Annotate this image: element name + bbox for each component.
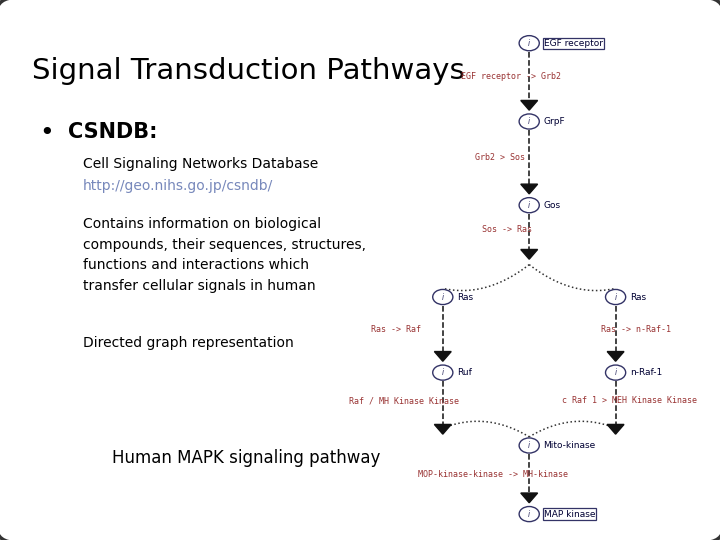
Text: Ruf: Ruf: [457, 368, 472, 377]
Text: Raf / MH Kinase Kinase: Raf / MH Kinase Kinase: [349, 396, 459, 406]
Text: GrpF: GrpF: [544, 117, 565, 126]
Text: i: i: [615, 368, 616, 377]
Polygon shape: [434, 424, 451, 434]
Text: Human MAPK signaling pathway: Human MAPK signaling pathway: [112, 449, 380, 467]
Polygon shape: [521, 249, 538, 259]
Text: i: i: [528, 441, 530, 450]
Text: i: i: [615, 293, 616, 301]
Text: Ras: Ras: [630, 293, 646, 301]
Text: Gos: Gos: [544, 201, 561, 210]
Circle shape: [519, 36, 539, 51]
Polygon shape: [521, 184, 538, 194]
Text: Contains information on biological
compounds, their sequences, structures,
funct: Contains information on biological compo…: [83, 217, 366, 293]
Text: http://geo.nihs.go.jp/csndb/: http://geo.nihs.go.jp/csndb/: [83, 179, 273, 193]
Text: Grb2 > Sos: Grb2 > Sos: [475, 153, 525, 163]
Text: Cell Signaling Networks Database: Cell Signaling Networks Database: [83, 157, 318, 171]
Text: MAP kinase: MAP kinase: [544, 510, 595, 518]
Text: EGF receptor: EGF receptor: [544, 39, 603, 48]
Circle shape: [606, 365, 626, 380]
Text: i: i: [528, 201, 530, 210]
Text: Ras: Ras: [457, 293, 473, 301]
Text: i: i: [528, 39, 530, 48]
Text: •: •: [40, 122, 54, 145]
Text: n-Raf-1: n-Raf-1: [630, 368, 662, 377]
Text: c Raf 1 > MEH Kinase Kinase: c Raf 1 > MEH Kinase Kinase: [562, 396, 697, 406]
Text: CSNDB:: CSNDB:: [68, 122, 158, 141]
Circle shape: [433, 289, 453, 305]
Text: Sos -> Ras: Sos -> Ras: [482, 225, 532, 234]
Text: Signal Transduction Pathways: Signal Transduction Pathways: [32, 57, 465, 85]
Text: MOP-kinase-kinase -> MH-kinase: MOP-kinase-kinase -> MH-kinase: [418, 470, 567, 479]
Text: Directed graph representation: Directed graph representation: [83, 336, 294, 350]
Text: Mito-kinase: Mito-kinase: [544, 441, 596, 450]
Polygon shape: [521, 493, 538, 503]
Text: i: i: [442, 368, 444, 377]
Polygon shape: [607, 352, 624, 361]
Text: i: i: [528, 117, 530, 126]
Text: Ras -> n-Raf-1: Ras -> n-Raf-1: [601, 325, 671, 334]
Circle shape: [519, 114, 539, 129]
Circle shape: [519, 438, 539, 453]
Circle shape: [433, 365, 453, 380]
Text: i: i: [442, 293, 444, 301]
Circle shape: [519, 198, 539, 213]
Polygon shape: [434, 352, 451, 361]
Polygon shape: [607, 424, 624, 434]
Polygon shape: [521, 100, 538, 110]
Circle shape: [519, 507, 539, 522]
Text: EGF receptor -> Grb2: EGF receptor -> Grb2: [461, 72, 561, 82]
Circle shape: [606, 289, 626, 305]
Text: i: i: [528, 510, 530, 518]
Text: Ras -> Raf: Ras -> Raf: [371, 325, 420, 334]
